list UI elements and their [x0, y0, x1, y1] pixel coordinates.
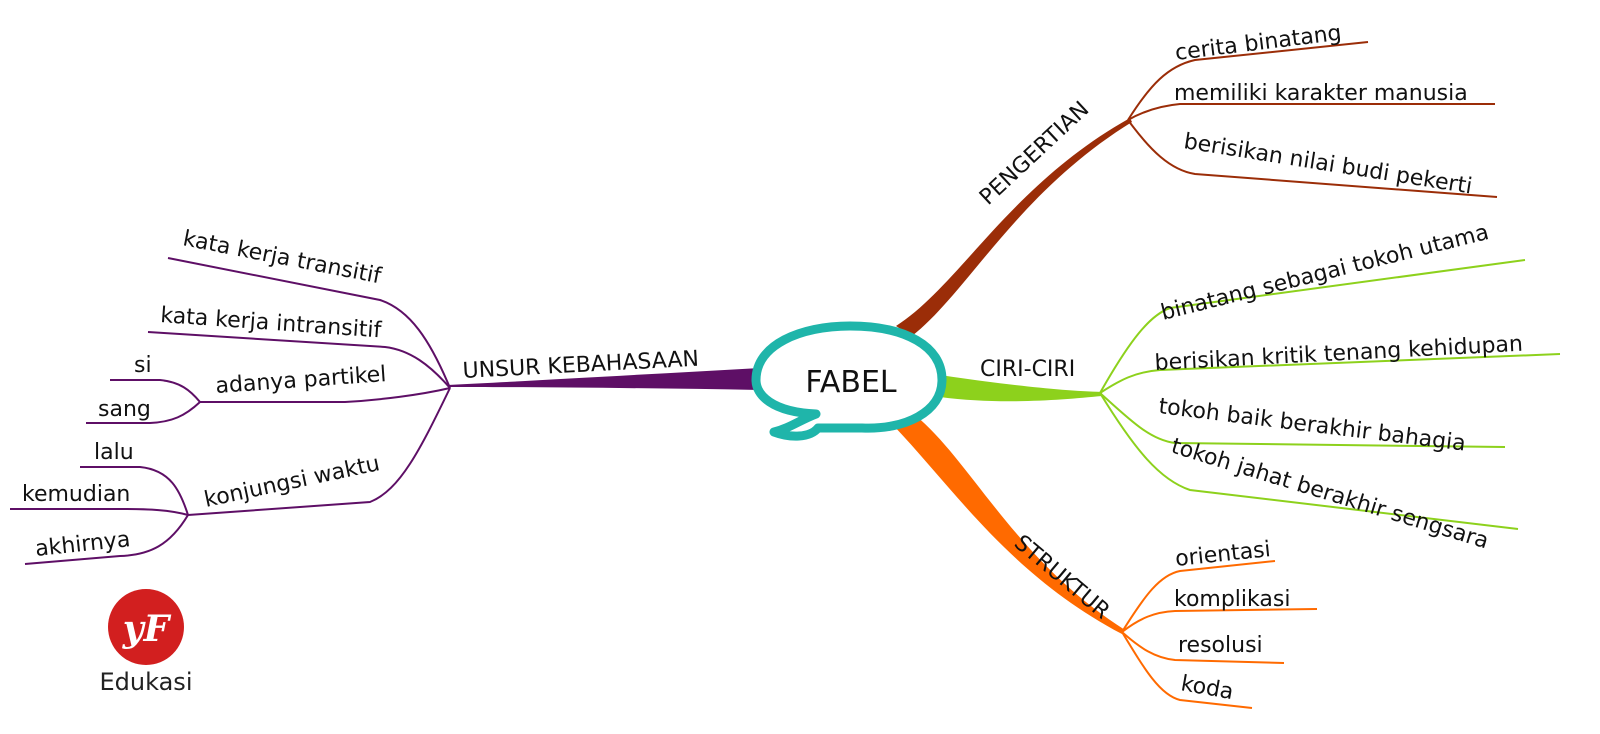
struktur-connector-4: [1121, 631, 1253, 709]
ciri-connectors: [1099, 259, 1561, 530]
ciri-item-1: binatang sebagai tokoh utama: [1158, 220, 1491, 326]
struktur-connector-2: [1121, 608, 1318, 633]
pengertian-connector-2: [1127, 103, 1495, 121]
ciri-label: CIRI-CIRI: [980, 357, 1075, 382]
konjungsi-item-1: lalu: [94, 440, 134, 465]
ciri-connector-1: [1099, 259, 1526, 394]
brand-name: Edukasi: [100, 668, 193, 696]
ciri-connector-3: [1099, 392, 1506, 448]
struktur-item-1: orientasi: [1174, 537, 1272, 572]
brand-logo: yF Edukasi: [100, 589, 193, 696]
brand-logo-text: yF: [122, 608, 172, 650]
unsur-connector-1: [167, 257, 451, 389]
struktur-label: STRUKTUR: [1009, 530, 1114, 624]
partikel-item-1: si: [134, 353, 152, 378]
pengertian-connectors: [1127, 41, 1498, 198]
pengertian-item-2: memiliki karakter manusia: [1174, 81, 1468, 106]
struktur-main-branch: [893, 415, 1125, 634]
pengertian-main-branch: [896, 118, 1132, 336]
partikel-connector-2: [86, 401, 201, 424]
pengertian-connector-1: [1127, 41, 1369, 121]
konjungsi-connector-3: [24, 514, 189, 565]
center-label: FABEL: [805, 365, 897, 400]
konjungsi-connector-2: [10, 508, 189, 516]
unsur-connector-3: [200, 387, 451, 403]
pengertian-item-1: cerita binatang: [1174, 21, 1343, 66]
partikel-connector-1: [110, 379, 201, 403]
unsur-connector-4: [187, 387, 451, 516]
ciri-connector-4: [1099, 392, 1519, 530]
ciri-connector-2: [1099, 353, 1561, 394]
struktur-connector-3: [1121, 631, 1285, 664]
brand-circle: [108, 589, 184, 665]
ciri-item-2: berisikan kritik tenang kehidupan: [1154, 332, 1524, 376]
unsur-connectors: [10, 257, 451, 565]
center-topic[interactable]: FABEL: [751, 321, 947, 441]
unsur-connector-2: [147, 331, 451, 389]
ciri-main-branch: [940, 375, 1102, 402]
center-bubble: [751, 321, 947, 441]
unsur-item-3: adanya partikel: [215, 362, 388, 399]
pengertian-connector-3: [1127, 119, 1498, 198]
pengertian-item-3: berisikan nilai budi pekerti: [1182, 129, 1474, 199]
partikel-item-2: sang: [98, 397, 151, 422]
struktur-connectors: [1121, 560, 1318, 709]
struktur-connector-1: [1121, 560, 1276, 633]
konjungsi-connector-1: [80, 466, 189, 516]
unsur-item-2: kata kerja intransitif: [160, 303, 384, 343]
struktur-item-2: komplikasi: [1174, 587, 1290, 612]
konjungsi-item-2: kemudian: [22, 482, 130, 507]
unsur-main-branch: [448, 368, 760, 390]
struktur-item-3: resolusi: [1178, 633, 1263, 658]
